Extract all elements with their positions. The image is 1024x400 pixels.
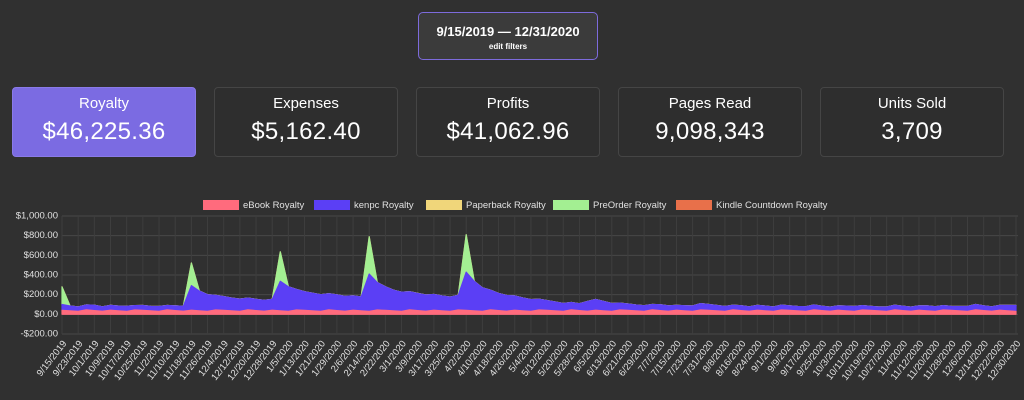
card-value: $46,225.36 (42, 118, 166, 145)
card-value: 9,098,343 (655, 118, 765, 145)
legend-swatch (426, 200, 462, 210)
card-label: Expenses (273, 95, 339, 112)
legend-swatch (676, 200, 712, 210)
y-tick-label: $600.00 (24, 250, 58, 261)
y-tick-label: $1,000.00 (16, 211, 58, 222)
stat-card[interactable]: Units Sold 3,709 (820, 87, 1004, 157)
y-tick-label: $0.00 (34, 309, 58, 320)
legend-label: Paperback Royalty (466, 200, 546, 211)
edit-filters[interactable]: edit filters (488, 42, 528, 51)
area (61, 309, 1017, 315)
legend-swatch (553, 200, 589, 210)
card-label: Units Sold (877, 95, 947, 112)
legend-label: Kindle Countdown Royalty (716, 200, 828, 211)
date-range: 9/15/2019 — 12/31/2020 (436, 24, 580, 39)
card-label: Pages Read (668, 95, 752, 112)
legend-swatch (314, 200, 350, 210)
y-tick-label: -$200.00 (20, 329, 58, 340)
card-label: Royalty (78, 95, 130, 112)
stat-card[interactable]: Profits $41,062.96 (416, 87, 600, 157)
card-label: Profits (486, 95, 530, 112)
stat-card[interactable]: Expenses $5,162.40 (214, 87, 398, 157)
legend-label: PreOrder Royalty (593, 200, 667, 211)
card-value: 3,709 (881, 118, 943, 145)
y-tick-label: $200.00 (24, 289, 58, 300)
legend-label: kenpc Royalty (354, 200, 414, 211)
filter-button[interactable]: 9/15/2019 — 12/31/2020 edit filters (418, 12, 598, 60)
area (61, 271, 1017, 312)
legend-label: eBook Royalty (243, 200, 305, 211)
legend-swatch (203, 200, 239, 210)
y-tick-label: $400.00 (24, 270, 58, 281)
y-tick-label: $800.00 (24, 230, 58, 241)
stat-card[interactable]: Pages Read 9,098,343 (618, 87, 802, 157)
card-value: $5,162.40 (251, 118, 361, 145)
stat-card[interactable]: Royalty $46,225.36 (12, 87, 196, 157)
card-value: $41,062.96 (446, 118, 570, 145)
